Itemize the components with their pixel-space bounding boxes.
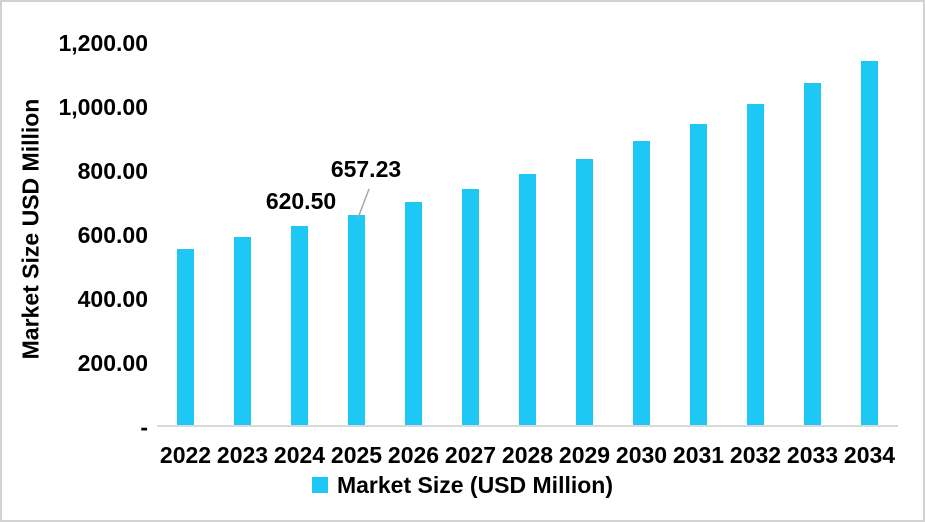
bar-2025 bbox=[348, 215, 365, 425]
x-label-2031: 2031 bbox=[672, 442, 725, 468]
y-tick-label: 200.00 bbox=[77, 350, 148, 376]
x-label-2023: 2023 bbox=[216, 442, 269, 468]
bar-column-2027 bbox=[442, 2, 499, 425]
bar-2034 bbox=[861, 61, 878, 425]
x-label-2032: 2032 bbox=[729, 442, 782, 468]
bar-2026 bbox=[405, 202, 422, 425]
x-label-2024: 2024 bbox=[273, 442, 326, 468]
legend-label: Market Size (USD Million) bbox=[336, 472, 614, 498]
y-axis-tick-labels: - 200.00 400.00 600.00 800.00 1,000.00 1,200.0… bbox=[2, 2, 148, 439]
bar-column-2025 bbox=[328, 2, 385, 425]
bar-column-2033 bbox=[784, 2, 841, 425]
x-label-2028: 2028 bbox=[501, 442, 554, 468]
bar-column-2029 bbox=[556, 2, 613, 425]
bar-column-2032 bbox=[727, 2, 784, 425]
y-tick-label: 1,200.00 bbox=[58, 30, 148, 56]
bar-2030 bbox=[633, 141, 650, 425]
bar-2024 bbox=[291, 226, 308, 425]
y-tick-label: 1,000.00 bbox=[58, 94, 148, 120]
bar-2028 bbox=[519, 174, 536, 425]
bar-2027 bbox=[462, 189, 479, 425]
legend: Market Size (USD Million) bbox=[2, 472, 923, 498]
bar-column-2028 bbox=[499, 2, 556, 425]
bar-column-2026 bbox=[385, 2, 442, 425]
bar-column-2030 bbox=[613, 2, 670, 425]
bar-2032 bbox=[747, 104, 764, 425]
bar-2023 bbox=[234, 237, 251, 425]
bar-2031 bbox=[690, 124, 707, 425]
y-tick-label: - bbox=[140, 414, 148, 440]
plot-area bbox=[157, 2, 898, 427]
x-label-2025: 2025 bbox=[330, 442, 383, 468]
x-label-2022: 2022 bbox=[159, 442, 212, 468]
x-label-2030: 2030 bbox=[615, 442, 668, 468]
x-label-2034: 2034 bbox=[843, 442, 896, 468]
bar-2033 bbox=[804, 83, 821, 425]
data-label-2025: 657.23 bbox=[330, 156, 402, 182]
x-label-2033: 2033 bbox=[786, 442, 839, 468]
legend-swatch bbox=[311, 477, 328, 493]
bar-column-2024 bbox=[271, 2, 328, 425]
bar-column-2034 bbox=[841, 2, 898, 425]
y-tick-label: 400.00 bbox=[77, 286, 148, 312]
data-label-2024: 620.50 bbox=[265, 188, 337, 214]
bar-2029 bbox=[576, 159, 593, 425]
bar-2022 bbox=[177, 249, 194, 425]
x-label-2029: 2029 bbox=[558, 442, 611, 468]
x-label-2026: 2026 bbox=[387, 442, 440, 468]
y-tick-label: 800.00 bbox=[77, 158, 148, 184]
y-tick-label: 600.00 bbox=[77, 222, 148, 248]
bar-column-2023 bbox=[214, 2, 271, 425]
bar-column-2031 bbox=[670, 2, 727, 425]
bar-column-2022 bbox=[157, 2, 214, 425]
bars-container bbox=[157, 2, 898, 425]
x-axis-labels: 2022 2023 2024 2025 2026 2027 2028 2029 2030 2031… bbox=[157, 442, 898, 469]
x-label-2027: 2027 bbox=[444, 442, 497, 468]
